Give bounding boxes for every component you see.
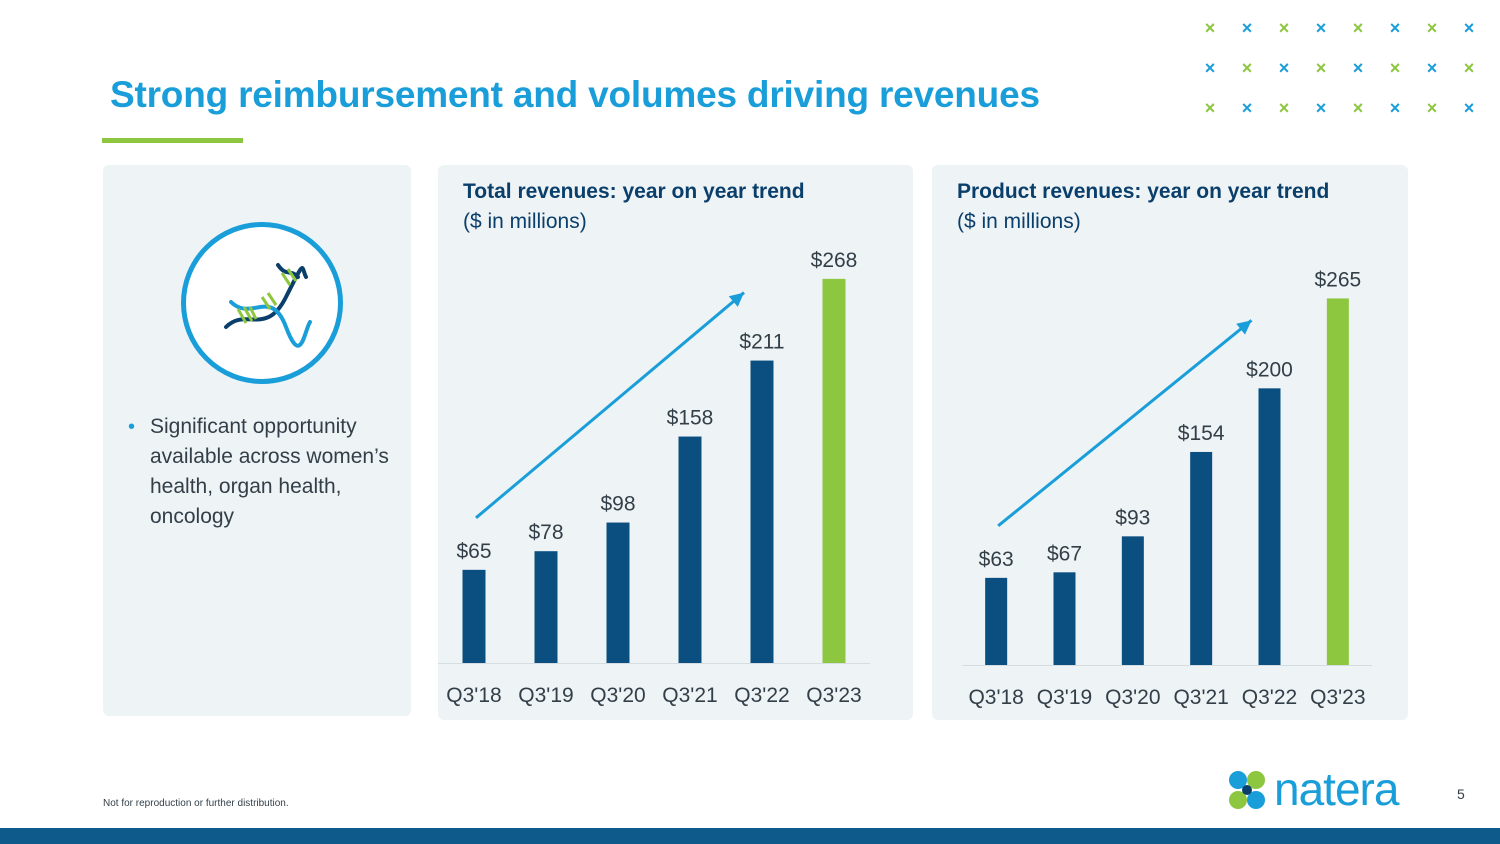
chart-title: Product revenues: year on year trend ($ … — [957, 177, 1329, 237]
bar — [985, 577, 1008, 665]
bullet-text: Significant opportunity available across… — [150, 415, 389, 528]
data-label: $67 — [1047, 542, 1082, 565]
footer-disclaimer: Not for reproduction or further distribu… — [103, 798, 289, 809]
decorative-x-icon: × — [1315, 58, 1327, 78]
chart-subtitle: ($ in millions) — [463, 210, 587, 233]
data-label: $200 — [1246, 358, 1293, 381]
decorative-x-icon: × — [1315, 18, 1327, 38]
decorative-x-icon: × — [1426, 98, 1438, 118]
bar — [462, 569, 486, 663]
decorative-x-icon: × — [1426, 58, 1438, 78]
chart-title-text: Total revenues: year on year trend — [463, 180, 805, 203]
product-revenues-chart-panel: Product revenues: year on year trend ($ … — [932, 165, 1408, 720]
data-label: $93 — [1115, 506, 1150, 529]
bar — [606, 522, 630, 663]
trend-arrow-line — [997, 319, 1253, 528]
decorative-x-icon: × — [1278, 58, 1290, 78]
decorative-x-icon: × — [1389, 58, 1401, 78]
slide-title: Strong reimbursement and volumes driving… — [110, 74, 1040, 115]
x-tick-label: Q3'22 — [734, 684, 789, 707]
decorative-x-icon: × — [1241, 58, 1253, 78]
decorative-x-icon: × — [1463, 58, 1475, 78]
decorative-x-icon: × — [1463, 98, 1475, 118]
natera-logo-mark-icon — [1229, 771, 1265, 809]
bar — [678, 436, 702, 663]
decorative-x-icon: × — [1278, 18, 1290, 38]
title-underline — [102, 138, 243, 143]
x-tick-label: Q3'21 — [662, 684, 717, 707]
decorative-x-icon: × — [1204, 58, 1216, 78]
x-tick-label: Q3'20 — [1105, 686, 1160, 709]
decorative-x-icon: × — [1204, 18, 1216, 38]
summary-panel: • Significant opportunity available acro… — [103, 165, 411, 716]
decorative-x-pattern: × × × × × × × × × × × × × × × × × × × × × × × × — [1190, 10, 1490, 130]
data-label: $211 — [739, 331, 784, 354]
decorative-x-icon: × — [1352, 58, 1364, 78]
decorative-x-icon: × — [1315, 98, 1327, 118]
x-tick-label: Q3'20 — [590, 684, 645, 707]
x-tick-label: Q3'23 — [1310, 686, 1365, 709]
chart-title-text: Product revenues: year on year trend — [957, 180, 1330, 203]
chart-subtitle: ($ in millions) — [957, 210, 1081, 233]
data-label: $158 — [667, 407, 714, 430]
chart-title: Total revenues: year on year trend ($ in… — [463, 177, 805, 237]
bullet-dot-icon: • — [128, 416, 136, 438]
product-revenues-chart: $63 Q3'18 $67 Q3'19 $93 Q3'20 $154 Q3'21 $200 Q3'… — [962, 268, 1372, 709]
data-label: $268 — [811, 249, 858, 272]
x-tick-label: Q3'19 — [518, 684, 573, 707]
dna-icon — [224, 263, 312, 348]
x-tick-label: Q3'23 — [806, 684, 861, 707]
bar — [1326, 298, 1349, 665]
decorative-x-icon: × — [1352, 98, 1364, 118]
data-label: $63 — [979, 548, 1014, 571]
data-label: $265 — [1314, 268, 1361, 291]
bar — [750, 360, 774, 663]
decorative-x-icon: × — [1241, 98, 1253, 118]
decorative-x-icon: × — [1241, 18, 1253, 38]
total-revenues-chart: $65 Q3'18 $78 Q3'19 $98 Q3'20 $158 Q3'21 $211 Q3'… — [438, 249, 870, 707]
x-tick-label: Q3'18 — [968, 686, 1023, 709]
page-number: 5 — [1457, 786, 1465, 802]
trend-arrow-line — [475, 291, 745, 519]
bar — [822, 278, 846, 663]
x-tick-label: Q3'18 — [446, 684, 501, 707]
data-label: $65 — [456, 540, 491, 563]
data-label: $98 — [600, 493, 635, 516]
natera-logo: natera — [1224, 763, 1419, 815]
decorative-x-icon: × — [1426, 18, 1438, 38]
decorative-x-icon: × — [1352, 18, 1364, 38]
trend-arrow-head-icon — [1236, 320, 1252, 335]
trend-arrow-head-icon — [728, 292, 744, 307]
bar — [1258, 388, 1281, 665]
decorative-x-icon: × — [1278, 98, 1290, 118]
decorative-x-icon: × — [1463, 18, 1475, 38]
decorative-x-icon: × — [1389, 98, 1401, 118]
bar — [534, 551, 558, 663]
bottom-accent-bar — [0, 828, 1500, 844]
logo-wordmark: natera — [1274, 763, 1399, 815]
decorative-x-icon: × — [1204, 98, 1216, 118]
bar — [1190, 451, 1213, 665]
x-tick-label: Q3'22 — [1242, 686, 1297, 709]
x-tick-label: Q3'21 — [1173, 686, 1228, 709]
data-label: $78 — [528, 521, 563, 544]
dna-icon-badge — [181, 222, 343, 384]
bar — [1053, 572, 1076, 665]
decorative-x-icon: × — [1389, 18, 1401, 38]
data-label: $154 — [1178, 422, 1225, 445]
bar — [1121, 536, 1144, 665]
x-tick-label: Q3'19 — [1037, 686, 1092, 709]
total-revenues-chart-panel: Total revenues: year on year trend ($ in… — [438, 165, 913, 720]
